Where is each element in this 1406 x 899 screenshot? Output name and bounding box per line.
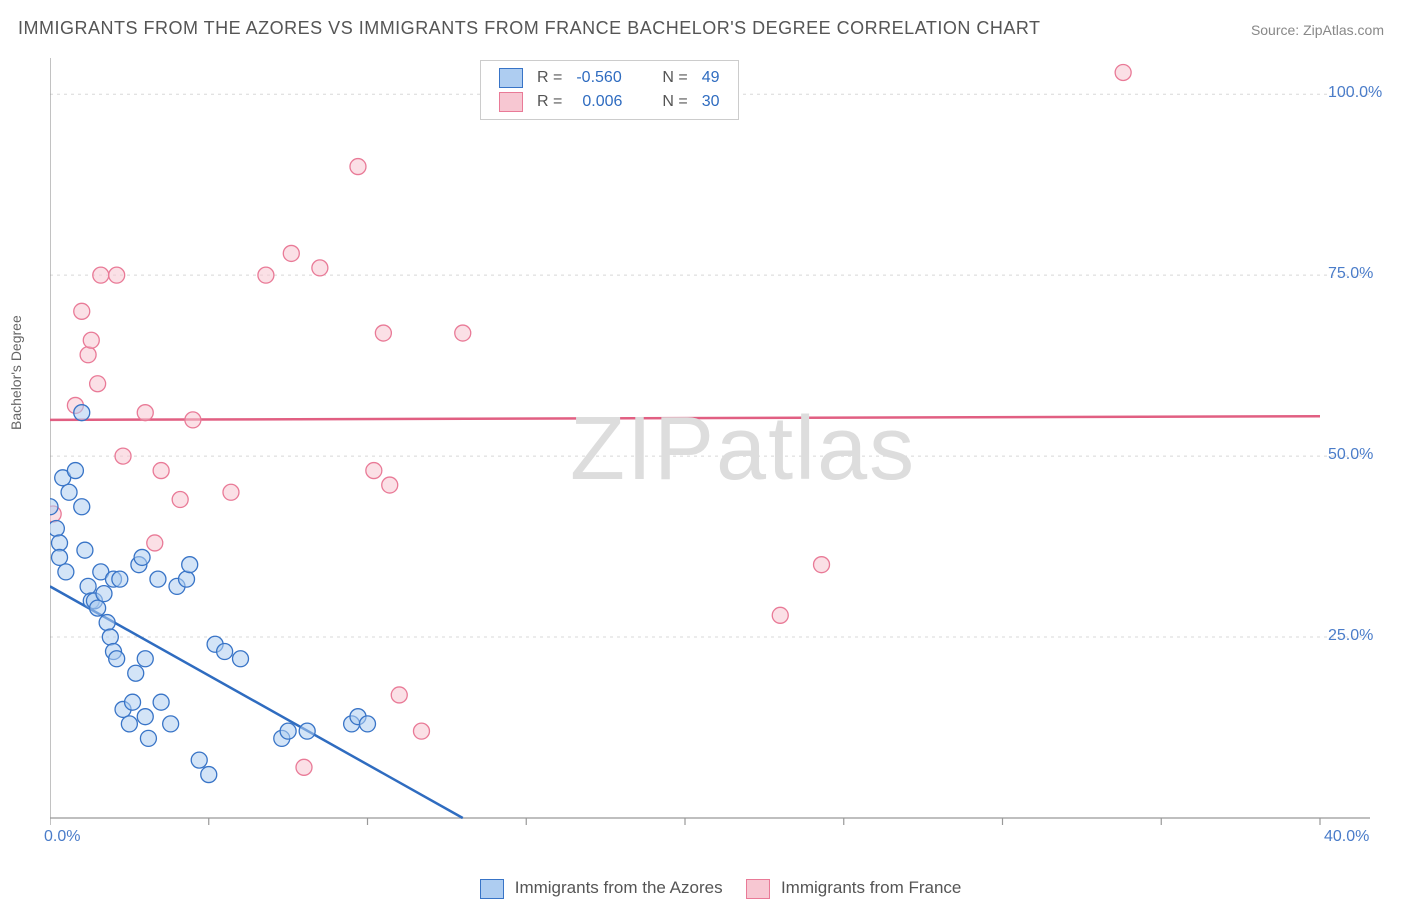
chart-title: IMMIGRANTS FROM THE AZORES VS IMMIGRANTS… (18, 18, 1041, 39)
r-label: R = (531, 91, 568, 113)
chart-area: ZIPatlas R = -0.560 N = 49 R = 0.006 N =… (50, 58, 1370, 838)
r-value-france: 0.006 (570, 91, 628, 113)
legend-swatch-azores (499, 68, 523, 88)
y-tick-label: 75.0% (1328, 265, 1373, 283)
legend-row-azores: R = -0.560 N = 49 (493, 67, 726, 89)
r-value-azores: -0.560 (570, 67, 628, 89)
scatter-plot-svg (50, 58, 1370, 838)
legend-stats-box: R = -0.560 N = 49 R = 0.006 N = 30 (480, 60, 739, 120)
y-tick-label: 100.0% (1328, 84, 1382, 102)
n-value-france: 30 (696, 91, 726, 113)
y-tick-label: 25.0% (1328, 627, 1373, 645)
source-label: Source: ZipAtlas.com (1251, 22, 1384, 38)
legend-swatch-france (746, 879, 770, 899)
legend-swatch-azores (480, 879, 504, 899)
y-tick-label: 50.0% (1328, 446, 1373, 464)
x-tick-label: 40.0% (1324, 828, 1369, 846)
n-value-azores: 49 (696, 67, 726, 89)
y-axis-label: Bachelor's Degree (8, 315, 24, 430)
n-label: N = (656, 67, 693, 89)
r-label: R = (531, 67, 568, 89)
legend-label-azores: Immigrants from the Azores (515, 878, 723, 897)
legend-row-france: R = 0.006 N = 30 (493, 91, 726, 113)
n-label: N = (656, 91, 693, 113)
legend-series-labels: Immigrants from the Azores Immigrants fr… (480, 878, 961, 899)
legend-swatch-france (499, 92, 523, 112)
x-tick-label: 0.0% (44, 828, 80, 846)
legend-label-france: Immigrants from France (781, 878, 961, 897)
